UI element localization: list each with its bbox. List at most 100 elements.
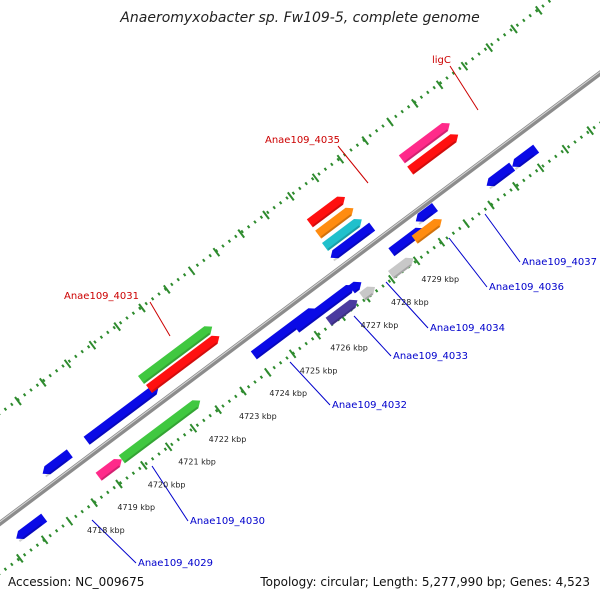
- feature-shape: [315, 207, 354, 239]
- inner-tick-mark: [189, 423, 198, 433]
- gene-labels: ligC Anae109_4035 Anae109_4031 Anae109_4037…: [64, 55, 597, 569]
- inner-tick-mark: [263, 367, 272, 377]
- tick-label: 4723 kbp: [239, 412, 277, 421]
- feature-shade: [89, 392, 157, 445]
- feature-block: [486, 162, 516, 190]
- feature-block: [348, 281, 362, 294]
- outer-tick-mark: [435, 80, 444, 90]
- feature-block: [411, 219, 442, 244]
- feature-shape: [95, 459, 122, 481]
- feature-block: [95, 459, 122, 481]
- feature-block: [325, 299, 358, 326]
- feature-shape: [16, 513, 48, 539]
- label-leaders: [91, 65, 521, 564]
- inner-tick-mark: [412, 256, 421, 266]
- outer-tick-mark: [460, 61, 469, 71]
- feature-shape: [486, 162, 516, 187]
- feature-shade: [312, 203, 344, 227]
- feature-shade: [404, 129, 448, 163]
- tick-label: 4726 kbp: [330, 344, 368, 353]
- gene-label-4035: Anae109_4035: [265, 135, 340, 146]
- backbone-line: [0, 70, 600, 527]
- feature-block: [407, 134, 459, 175]
- tick-label: 4724 kbp: [269, 389, 307, 398]
- inner-tick-mark: [40, 535, 49, 545]
- feature-block: [138, 326, 213, 384]
- gene-label-4037: Anae109_4037: [522, 257, 597, 268]
- inner-tick-mark: [586, 125, 595, 136]
- outer-tick-mark: [485, 42, 494, 53]
- feature-shape: [325, 299, 358, 326]
- inner-tick-mark: [90, 498, 98, 508]
- feature-shape: [407, 134, 459, 175]
- tick-label: 4725 kbp: [300, 366, 338, 375]
- inner-tick-mark: [511, 181, 520, 191]
- leader-line: [448, 237, 488, 288]
- feature-shade: [514, 154, 535, 170]
- accession-text: Accession: NC_009675: [8, 575, 145, 589]
- inner-tick-mark: [462, 219, 471, 229]
- feature-shade: [298, 291, 352, 332]
- feature-block: [398, 123, 450, 164]
- feature-shade: [45, 459, 68, 478]
- outer-tick-mark: [63, 359, 72, 369]
- feature-block: [512, 144, 540, 170]
- feature-shade: [489, 172, 511, 190]
- feature-block: [16, 513, 48, 542]
- feature-block: [315, 207, 354, 239]
- outer-tick-mark: [38, 377, 47, 387]
- feature-block: [146, 335, 220, 393]
- feature-block: [293, 285, 354, 333]
- outer-tick-mark: [410, 98, 419, 109]
- outer-tick-mark: [386, 117, 394, 127]
- inner-tick-mark: [437, 237, 446, 247]
- feature-shape: [118, 400, 201, 464]
- tick-label: 4721 kbp: [178, 458, 216, 467]
- feature-shade: [124, 406, 199, 463]
- outer-tick-mark: [237, 229, 245, 239]
- outer-tick-mark: [138, 303, 146, 313]
- gene-label-4031: Anae109_4031: [64, 291, 139, 302]
- inner-tick-mark: [536, 163, 545, 173]
- inner-tick-mark: [15, 553, 24, 564]
- outer-tick-ring: [0, 0, 554, 416]
- feature-shade: [418, 213, 434, 225]
- inner-tick-mark: [115, 479, 123, 489]
- feature-block: [306, 196, 345, 228]
- gene-label-4033: Anae109_4033: [393, 351, 468, 362]
- leader-line: [91, 519, 137, 564]
- feature-shade: [331, 306, 356, 326]
- feature-shape: [415, 203, 438, 222]
- gene-label-ligC: ligC: [432, 55, 451, 66]
- feature-shape: [330, 222, 376, 259]
- leader-line: [449, 65, 479, 111]
- gene-label-4036: Anae109_4036: [489, 282, 564, 293]
- inner-tick-mark: [313, 330, 322, 340]
- inner-tick-mark: [288, 349, 297, 359]
- outer-tick-mark: [510, 24, 518, 34]
- inner-tick-mark: [164, 442, 173, 452]
- tick-label: 4728 kbp: [391, 298, 429, 307]
- feature-shade: [143, 332, 211, 384]
- feature-shade: [101, 465, 120, 481]
- feature-shade: [18, 523, 43, 542]
- leader-line: [385, 281, 429, 329]
- tick-labels: 4718 kbp 4719 kbp 4720 kbp 4721 kbp 4722 kbp…: [87, 275, 459, 535]
- outer-tick-mark: [88, 340, 97, 350]
- feature-shade: [393, 264, 412, 279]
- outer-tick-mark: [311, 173, 320, 183]
- inner-tick-mark: [65, 516, 74, 526]
- leader-line: [151, 465, 189, 522]
- leader-line: [337, 145, 369, 184]
- feature-shape: [411, 219, 442, 244]
- inner-tick-mark: [140, 460, 148, 470]
- feature-shape: [42, 449, 73, 475]
- outer-tick-mark: [361, 136, 370, 146]
- feature-block: [359, 286, 375, 301]
- feature-block: [42, 449, 73, 478]
- map-title: Anaeromyxobacter sp. Fw109-5, complete g…: [120, 10, 480, 26]
- feature-block: [322, 219, 362, 251]
- feature-shape: [359, 286, 375, 301]
- gene-label-4034: Anae109_4034: [430, 323, 505, 334]
